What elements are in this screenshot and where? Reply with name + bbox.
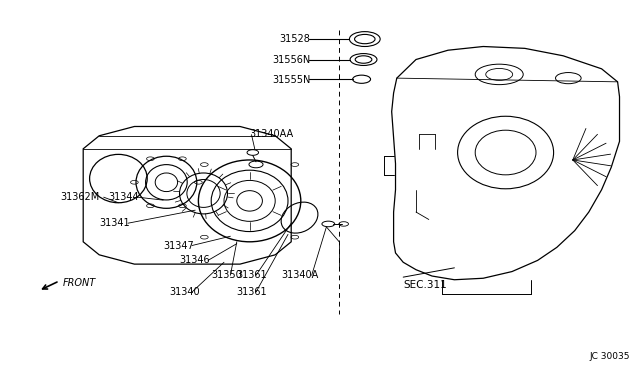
Text: 31341: 31341: [99, 218, 130, 228]
Text: 31362M: 31362M: [61, 192, 100, 202]
Text: SEC.311: SEC.311: [403, 280, 447, 289]
Text: 31347: 31347: [163, 241, 194, 250]
Text: 31361: 31361: [237, 270, 268, 280]
Text: 31350: 31350: [211, 270, 242, 280]
Text: JC 30035: JC 30035: [590, 352, 630, 361]
Text: 31340A: 31340A: [282, 270, 319, 280]
Text: 31344: 31344: [109, 192, 140, 202]
Text: 31346: 31346: [179, 256, 210, 265]
Text: 31340: 31340: [170, 287, 200, 297]
Text: 31361: 31361: [237, 287, 268, 297]
Text: 31555N: 31555N: [272, 75, 310, 85]
Text: 31556N: 31556N: [272, 55, 310, 64]
Text: FRONT: FRONT: [63, 278, 96, 288]
Text: 31528: 31528: [280, 34, 310, 44]
Text: 31340AA: 31340AA: [250, 129, 294, 139]
